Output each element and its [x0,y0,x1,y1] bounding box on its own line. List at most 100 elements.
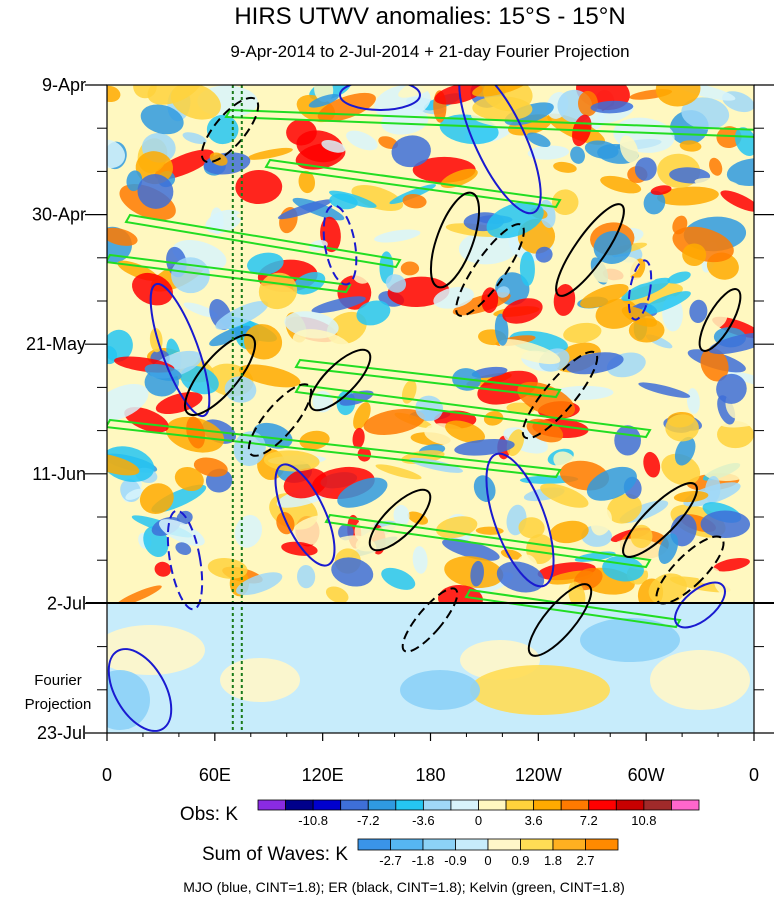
obs-anomaly-patch [381,107,429,135]
mjo-contour [274,463,336,567]
obs-anomaly-patch [135,151,174,185]
obs-anomaly-patch [527,145,570,160]
mjo-contour-negative [322,204,358,286]
obs-anomaly-patch [454,438,515,456]
projection-anomaly-patch [400,670,480,710]
colorbar-tick-label: -0.9 [444,853,466,868]
colorbar-swatch [588,799,617,811]
y-tick-label: 11-Jun [32,464,86,484]
colorbar-tick-label: 7.2 [580,813,598,828]
kelvin-contour [294,358,562,399]
obs-anomaly-patch [137,174,174,209]
obs-anomaly-patch [473,475,496,502]
obs-colorbar-label: Obs: K [180,804,238,825]
colorbar-swatch [285,799,314,811]
obs-anomaly-patch [107,85,121,103]
obs-anomaly-patch [639,291,691,315]
mjo-contour-negative [166,509,204,611]
y-tick-label: 30-Apr [32,205,86,225]
x-tick-label: 60E [199,765,231,785]
y-tick-label: 21-May [26,334,86,354]
mjo-contour [149,282,211,418]
obs-anomaly-patch [391,135,431,168]
colorbar-swatch [671,799,700,811]
obs-anomaly-patch [499,339,561,365]
er-contour [622,482,698,558]
obs-anomaly-patch [154,561,172,577]
colorbar-swatch [643,799,672,811]
obs-anomaly-patch [702,450,754,481]
obs-anomaly-patch [596,371,658,407]
obs-anomaly-patch [648,573,687,603]
obs-anomaly-patch [374,229,421,243]
obs-anomaly-patch [658,533,679,564]
obs-anomaly-patch [331,557,374,587]
obs-anomaly-patch [657,186,719,206]
obs-anomaly-patch [133,85,157,99]
y-tick-label: 2-Jul [47,593,86,613]
obs-anomaly-patch [107,227,138,246]
colorbar-tick-label: 0.9 [511,853,529,868]
kelvin-contour [124,213,402,269]
colorbar-swatch [455,838,489,851]
obs-anomaly-patch [434,85,483,105]
obs-anomaly-patch [607,493,642,524]
obs-anomaly-patch [175,542,192,556]
obs-anomaly-patch [381,567,416,590]
er-contour [368,488,432,552]
colorbar-swatch [357,838,391,851]
colorbar-tick-label: 0 [484,853,491,868]
obs-anomaly-patch [398,85,445,98]
obs-anomaly-patch [206,114,239,145]
er-contour-negative [521,350,599,440]
obs-anomaly-patch [726,370,754,388]
obs-anomaly-patch [357,447,372,462]
obs-anomaly-patch [393,504,410,527]
obs-anomaly-patch [209,325,251,347]
obs-anomaly-patch [107,383,149,422]
x-tick-label: 0 [102,765,112,785]
obs-anomaly-patch [472,96,533,121]
obs-anomaly-patch [681,97,730,130]
obs-anomaly-patch [694,177,739,190]
y-tick-label: 9-Apr [42,75,86,95]
obs-anomaly-patch [308,93,340,108]
chart-title: HIRS UTWV anomalies: 15°S - 15°N [234,3,625,30]
obs-anomaly-patch [183,302,218,318]
projection-anomaly-patch [220,658,300,702]
obs-anomaly-patch [189,510,210,520]
obs-anomaly-patch [590,508,612,536]
obs-anomaly-patch [705,476,721,504]
projection-anomaly-patch [107,670,150,730]
kelvin-contour [464,588,682,629]
colorbar-swatch [585,838,619,851]
obs-anomaly-patch [298,170,316,194]
obs-anomaly-patch [563,322,602,344]
obs-anomaly-patch [713,558,750,572]
colorbar-tick-label: 10.8 [631,813,656,828]
obs-anomaly-patch [159,519,205,546]
obs-anomaly-patch [716,373,747,404]
colorbar-swatch [450,799,479,811]
colorbar-swatch [533,799,562,811]
obs-anomaly-patch [689,299,708,323]
obs-anomaly-patch [655,85,701,107]
obs-anomaly-patch [435,516,478,539]
colorbar-swatch [312,799,342,811]
obs-anomaly-patch [292,329,354,363]
x-tick-label: 120E [302,765,344,785]
chart-subtitle: 9-Apr-2014 to 2-Jul-2014 + 21-day Fourie… [230,42,629,61]
obs-anomaly-patch [147,85,204,105]
obs-anomaly-patch [700,348,729,382]
colorbar-tick-label: 1.8 [544,853,562,868]
x-axis: 0 60E 120E 180 120W 60W 0 [102,733,759,785]
obs-anomaly-patch [661,453,701,486]
kelvin-contour [264,158,562,209]
obs-anomaly-patch [650,185,672,196]
obs-anomaly-patch [535,246,553,263]
obs-anomaly-patch [247,147,293,160]
er-contour-negative [247,383,313,457]
mjo-contour [485,452,555,588]
er-contour [308,348,372,412]
